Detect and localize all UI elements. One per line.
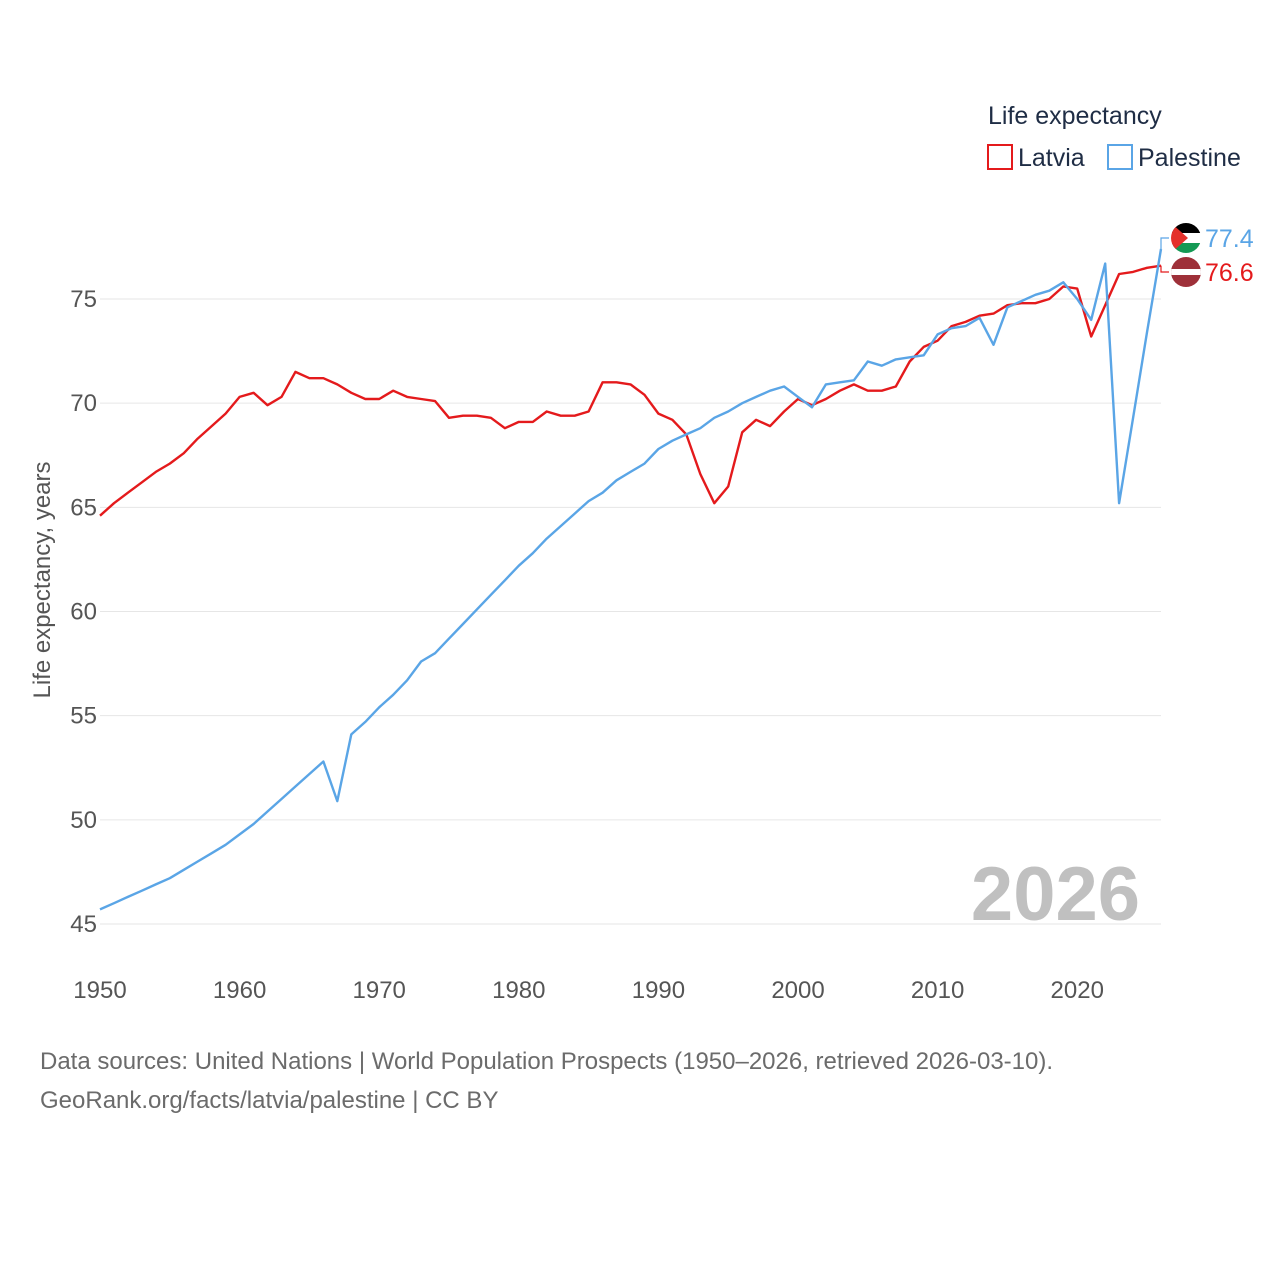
end-value-label: 77.4 — [1205, 225, 1254, 253]
y-tick-label: 65 — [70, 494, 97, 521]
end-value-label: 76.6 — [1205, 259, 1254, 287]
latvia-flag-icon — [1171, 257, 1201, 287]
y-tick-label: 75 — [70, 286, 97, 313]
legend-item-latvia[interactable]: Latvia — [987, 144, 1085, 172]
x-axis: 1950 1960 1970 1980 1990 2000 2010 2020 — [73, 977, 1104, 1004]
x-tick-label: 2000 — [771, 977, 824, 1004]
legend-swatch — [1107, 144, 1133, 170]
data-source-note: Data sources: United Nations | World Pop… — [40, 1042, 1053, 1120]
line-chart: 45 50 55 60 65 70 75 1950 1960 1970 1980 1990 2000 2… — [29, 102, 1254, 1004]
y-tick-label: 60 — [70, 599, 97, 626]
y-axis: 45 50 55 60 65 70 75 — [70, 286, 97, 938]
end-connector — [1160, 237, 1169, 249]
y-tick-label: 45 — [70, 911, 97, 938]
series-lines — [99, 248, 1163, 911]
series-line-palestine[interactable] — [99, 248, 1163, 911]
url-line[interactable]: GeoRank.org/facts/latvia/palestine | CC … — [40, 1087, 499, 1114]
end-labels: 76.6 77.4 — [1160, 223, 1254, 287]
x-tick-label: 1970 — [353, 977, 406, 1004]
series-line-latvia[interactable] — [99, 264, 1162, 517]
legend-label: Latvia — [1018, 144, 1085, 172]
x-tick-label: 1960 — [213, 977, 266, 1004]
x-tick-label: 1950 — [73, 977, 126, 1004]
palestine-flag-icon — [1171, 223, 1201, 253]
legend-swatch — [987, 144, 1013, 170]
current-year-watermark: 2026 — [971, 852, 1140, 937]
legend-label: Palestine — [1138, 144, 1241, 172]
y-tick-label: 50 — [70, 807, 97, 834]
source-line: Data sources: United Nations | World Pop… — [40, 1048, 1054, 1075]
x-tick-label: 2010 — [911, 977, 964, 1004]
y-tick-label: 55 — [70, 703, 97, 730]
x-tick-label: 1980 — [492, 977, 545, 1004]
x-tick-label: 2020 — [1051, 977, 1104, 1004]
y-tick-label: 70 — [70, 390, 97, 417]
y-axis-label: Life expectancy, years — [29, 461, 56, 698]
x-tick-label: 1990 — [632, 977, 685, 1004]
end-connector — [1160, 265, 1169, 273]
legend[interactable]: Life expectancy Latvia Palestine — [987, 102, 1241, 172]
gridlines — [100, 298, 1161, 925]
legend-title: Life expectancy — [988, 102, 1162, 130]
legend-item-palestine[interactable]: Palestine — [1107, 144, 1241, 172]
